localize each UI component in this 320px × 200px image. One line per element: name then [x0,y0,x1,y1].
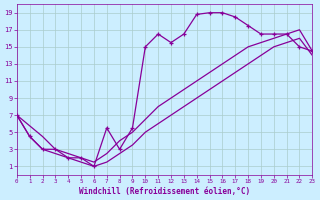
X-axis label: Windchill (Refroidissement éolien,°C): Windchill (Refroidissement éolien,°C) [79,187,250,196]
